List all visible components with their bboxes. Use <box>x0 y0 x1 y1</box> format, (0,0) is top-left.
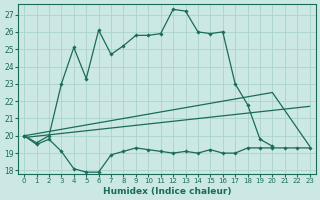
X-axis label: Humidex (Indice chaleur): Humidex (Indice chaleur) <box>103 187 231 196</box>
